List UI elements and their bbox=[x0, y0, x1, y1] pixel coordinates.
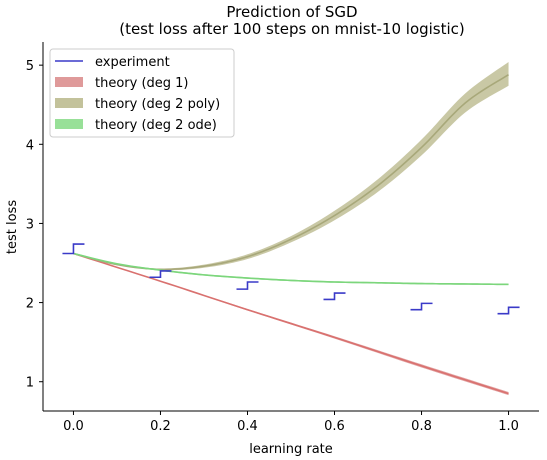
y-tick-label: 3 bbox=[26, 217, 34, 232]
y-tick-label: 4 bbox=[26, 138, 34, 153]
chart-subtitle: (test loss after 100 steps on mnist-10 l… bbox=[119, 20, 465, 38]
x-axis-ticks: 0.0 0.2 0.4 0.6 0.8 1.0 bbox=[63, 411, 519, 434]
theory-deg-1-line bbox=[73, 254, 508, 394]
legend-swatch-patch bbox=[55, 98, 83, 108]
experiment-step bbox=[324, 293, 346, 299]
y-tick-label: 1 bbox=[26, 376, 34, 391]
legend-label: theory (deg 2 ode) bbox=[95, 118, 217, 133]
legend: experiment theory (deg 1) theory (deg 2 po… bbox=[50, 49, 234, 137]
experiment-step bbox=[236, 282, 258, 289]
chart-title: Prediction of SGD bbox=[226, 3, 357, 21]
x-tick-label: 0.4 bbox=[237, 419, 258, 434]
legend-label: theory (deg 1) bbox=[95, 76, 189, 91]
legend-swatch-patch bbox=[55, 77, 83, 87]
theory-deg-2-ode-line bbox=[73, 254, 508, 285]
x-tick-label: 0.2 bbox=[150, 419, 171, 434]
y-tick-label: 5 bbox=[26, 59, 34, 74]
x-axis-label: learning rate bbox=[249, 442, 333, 457]
x-tick-label: 0.6 bbox=[324, 419, 345, 434]
legend-swatch-patch bbox=[55, 119, 83, 129]
experiment-step bbox=[498, 307, 520, 313]
legend-label: experiment bbox=[95, 55, 170, 70]
y-tick-label: 2 bbox=[26, 297, 34, 312]
experiment-step bbox=[411, 303, 433, 309]
x-tick-label: 0.0 bbox=[63, 419, 84, 434]
y-axis-label: test loss bbox=[5, 200, 20, 254]
experiment-step bbox=[62, 244, 84, 253]
x-tick-label: 0.8 bbox=[411, 419, 432, 434]
x-tick-label: 1.0 bbox=[498, 419, 519, 434]
y-axis-ticks: 1 2 3 4 5 bbox=[26, 59, 43, 391]
legend-label: theory (deg 2 poly) bbox=[95, 97, 220, 112]
